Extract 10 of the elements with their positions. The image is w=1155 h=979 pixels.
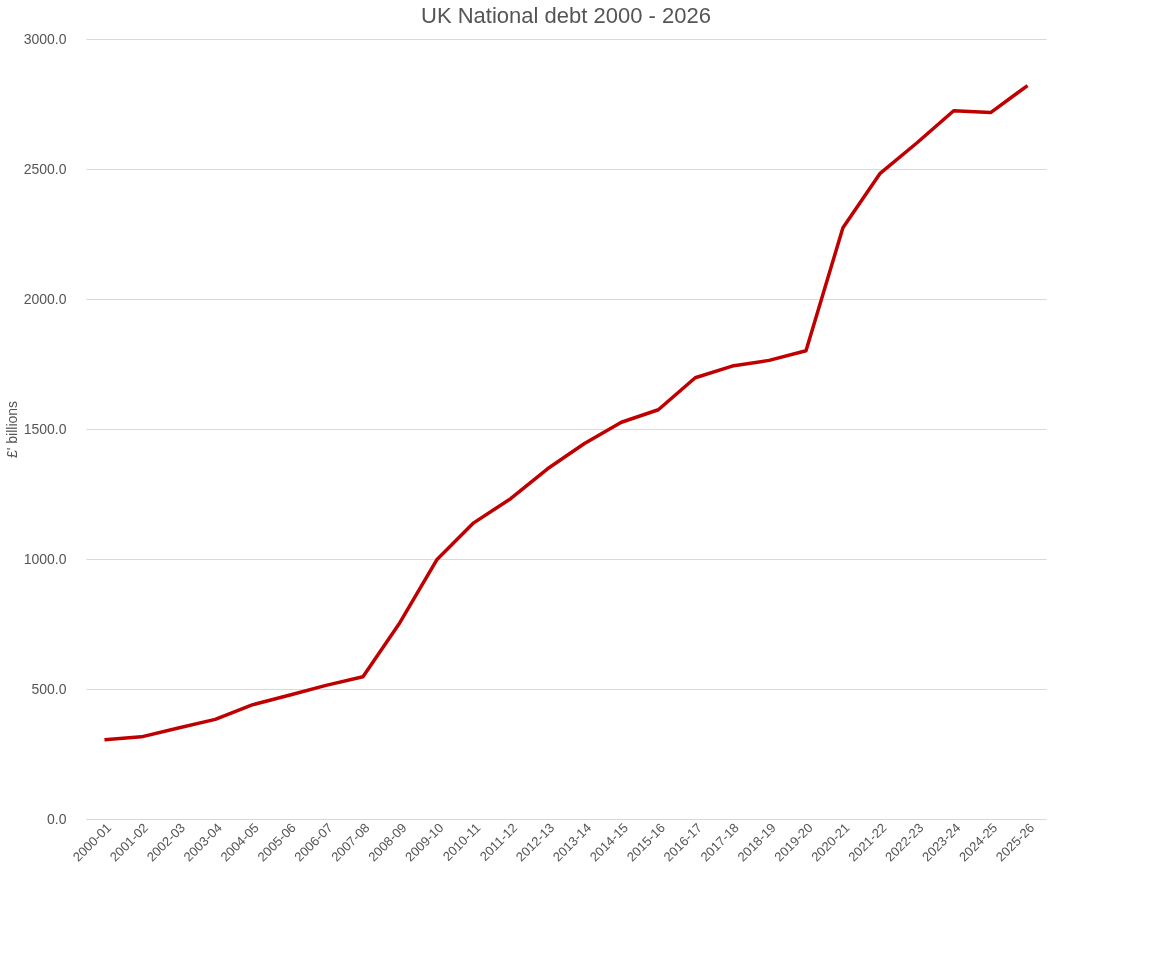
y-tick-label: 0.0	[47, 810, 67, 827]
y-tick-label: 500.0	[31, 680, 67, 697]
y-tick-label: 3000.0	[23, 30, 67, 47]
y-tick-label: 2000.0	[23, 290, 67, 307]
y-tick-label: 1500.0	[23, 420, 67, 437]
line-series	[102, 83, 1030, 742]
chart-title: UK National debt 2000 - 2026	[421, 3, 711, 28]
y-tick-label: 2500.0	[23, 160, 67, 177]
y-axis-title: £' billions	[3, 400, 20, 459]
y-tick-label: 1000.0	[23, 550, 67, 567]
